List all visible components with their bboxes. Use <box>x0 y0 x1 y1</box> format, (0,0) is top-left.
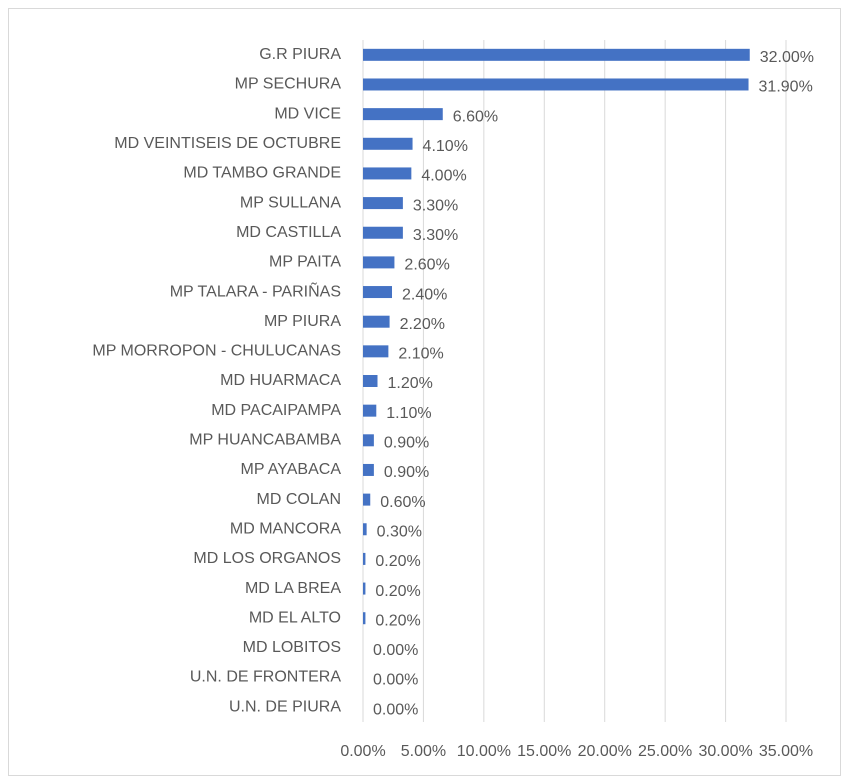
data-label: 2.10% <box>398 346 443 363</box>
y-tick-label: MD TAMBO GRANDE <box>183 165 341 182</box>
x-tick-label: 30.00% <box>698 743 752 760</box>
bar <box>363 345 389 358</box>
bar <box>363 48 750 61</box>
x-tick-label: 5.00% <box>401 743 446 760</box>
data-label: 2.20% <box>400 316 445 333</box>
y-tick-label: MD PACAIPAMPA <box>211 402 341 419</box>
data-label: 4.10% <box>423 138 468 155</box>
data-label: 0.00% <box>373 642 418 659</box>
x-tick-label: 35.00% <box>759 743 813 760</box>
bar <box>363 404 377 417</box>
chart-border <box>8 8 841 776</box>
bar <box>363 315 390 328</box>
y-tick-label: MD CASTILLA <box>236 224 341 241</box>
data-label: 4.00% <box>421 168 466 185</box>
y-tick-label: U.N. DE PIURA <box>229 698 341 715</box>
bar <box>363 167 412 180</box>
y-tick-label: MP HUANCABAMBA <box>189 432 341 449</box>
y-tick-label: MP MORROPON - CHULUCANAS <box>92 343 341 360</box>
bar <box>363 493 371 506</box>
bar <box>363 523 367 536</box>
y-tick-label: MP PAITA <box>269 254 341 271</box>
data-label: 0.20% <box>375 612 420 629</box>
y-tick-label: U.N. DE FRONTERA <box>190 669 341 686</box>
bar <box>363 463 374 476</box>
bar <box>363 78 749 91</box>
data-label: 2.40% <box>402 286 447 303</box>
data-label: 2.60% <box>404 257 449 274</box>
x-tick-label: 25.00% <box>638 743 692 760</box>
data-label: 0.90% <box>384 464 429 481</box>
y-tick-label: MP AYABACA <box>241 461 342 478</box>
data-label: 0.00% <box>373 672 418 689</box>
data-label: 0.00% <box>373 701 418 718</box>
data-label: 1.20% <box>388 375 433 392</box>
bar <box>363 197 403 210</box>
y-tick-label: MP SECHURA <box>235 76 342 93</box>
data-label: 3.30% <box>413 227 458 244</box>
bar <box>363 108 443 121</box>
y-tick-label: MD HUARMACA <box>220 372 341 389</box>
x-tick-label: 10.00% <box>457 743 511 760</box>
bar <box>363 434 374 447</box>
y-tick-label: MD EL ALTO <box>249 609 341 626</box>
data-label: 31.90% <box>759 79 813 96</box>
bar <box>363 137 413 150</box>
data-label: 32.00% <box>760 49 814 66</box>
x-tick-label: 20.00% <box>578 743 632 760</box>
y-tick-label: MD MANCORA <box>230 520 341 537</box>
bar <box>363 612 366 625</box>
data-label: 0.20% <box>375 583 420 600</box>
y-tick-label: MD VICE <box>274 105 341 122</box>
y-tick-label: MD VEINTISEIS DE OCTUBRE <box>114 135 341 152</box>
x-tick-label: 15.00% <box>517 743 571 760</box>
data-label: 0.60% <box>380 494 425 511</box>
data-label: 6.60% <box>453 108 498 125</box>
bar <box>363 226 403 239</box>
bar <box>363 552 366 565</box>
y-tick-label: G.R PIURA <box>259 46 341 63</box>
data-label: 1.10% <box>386 405 431 422</box>
data-label: 0.20% <box>375 553 420 570</box>
data-label: 0.90% <box>384 435 429 452</box>
y-tick-label: MD LOS ORGANOS <box>193 550 341 567</box>
y-tick-label: MP SULLANA <box>240 194 341 211</box>
x-tick-label: 0.00% <box>340 743 385 760</box>
data-label: 0.30% <box>377 523 422 540</box>
bar <box>363 256 395 269</box>
y-tick-label: MD LOBITOS <box>243 639 341 656</box>
y-tick-label: MD COLAN <box>257 491 341 508</box>
y-tick-label: MP TALARA - PARIÑAS <box>170 280 341 300</box>
data-label: 3.30% <box>413 197 458 214</box>
y-tick-label: MD LA BREA <box>245 580 341 597</box>
bar <box>363 582 366 595</box>
bar <box>363 286 393 299</box>
bar <box>363 375 378 387</box>
y-tick-label: MP PIURA <box>264 313 341 330</box>
